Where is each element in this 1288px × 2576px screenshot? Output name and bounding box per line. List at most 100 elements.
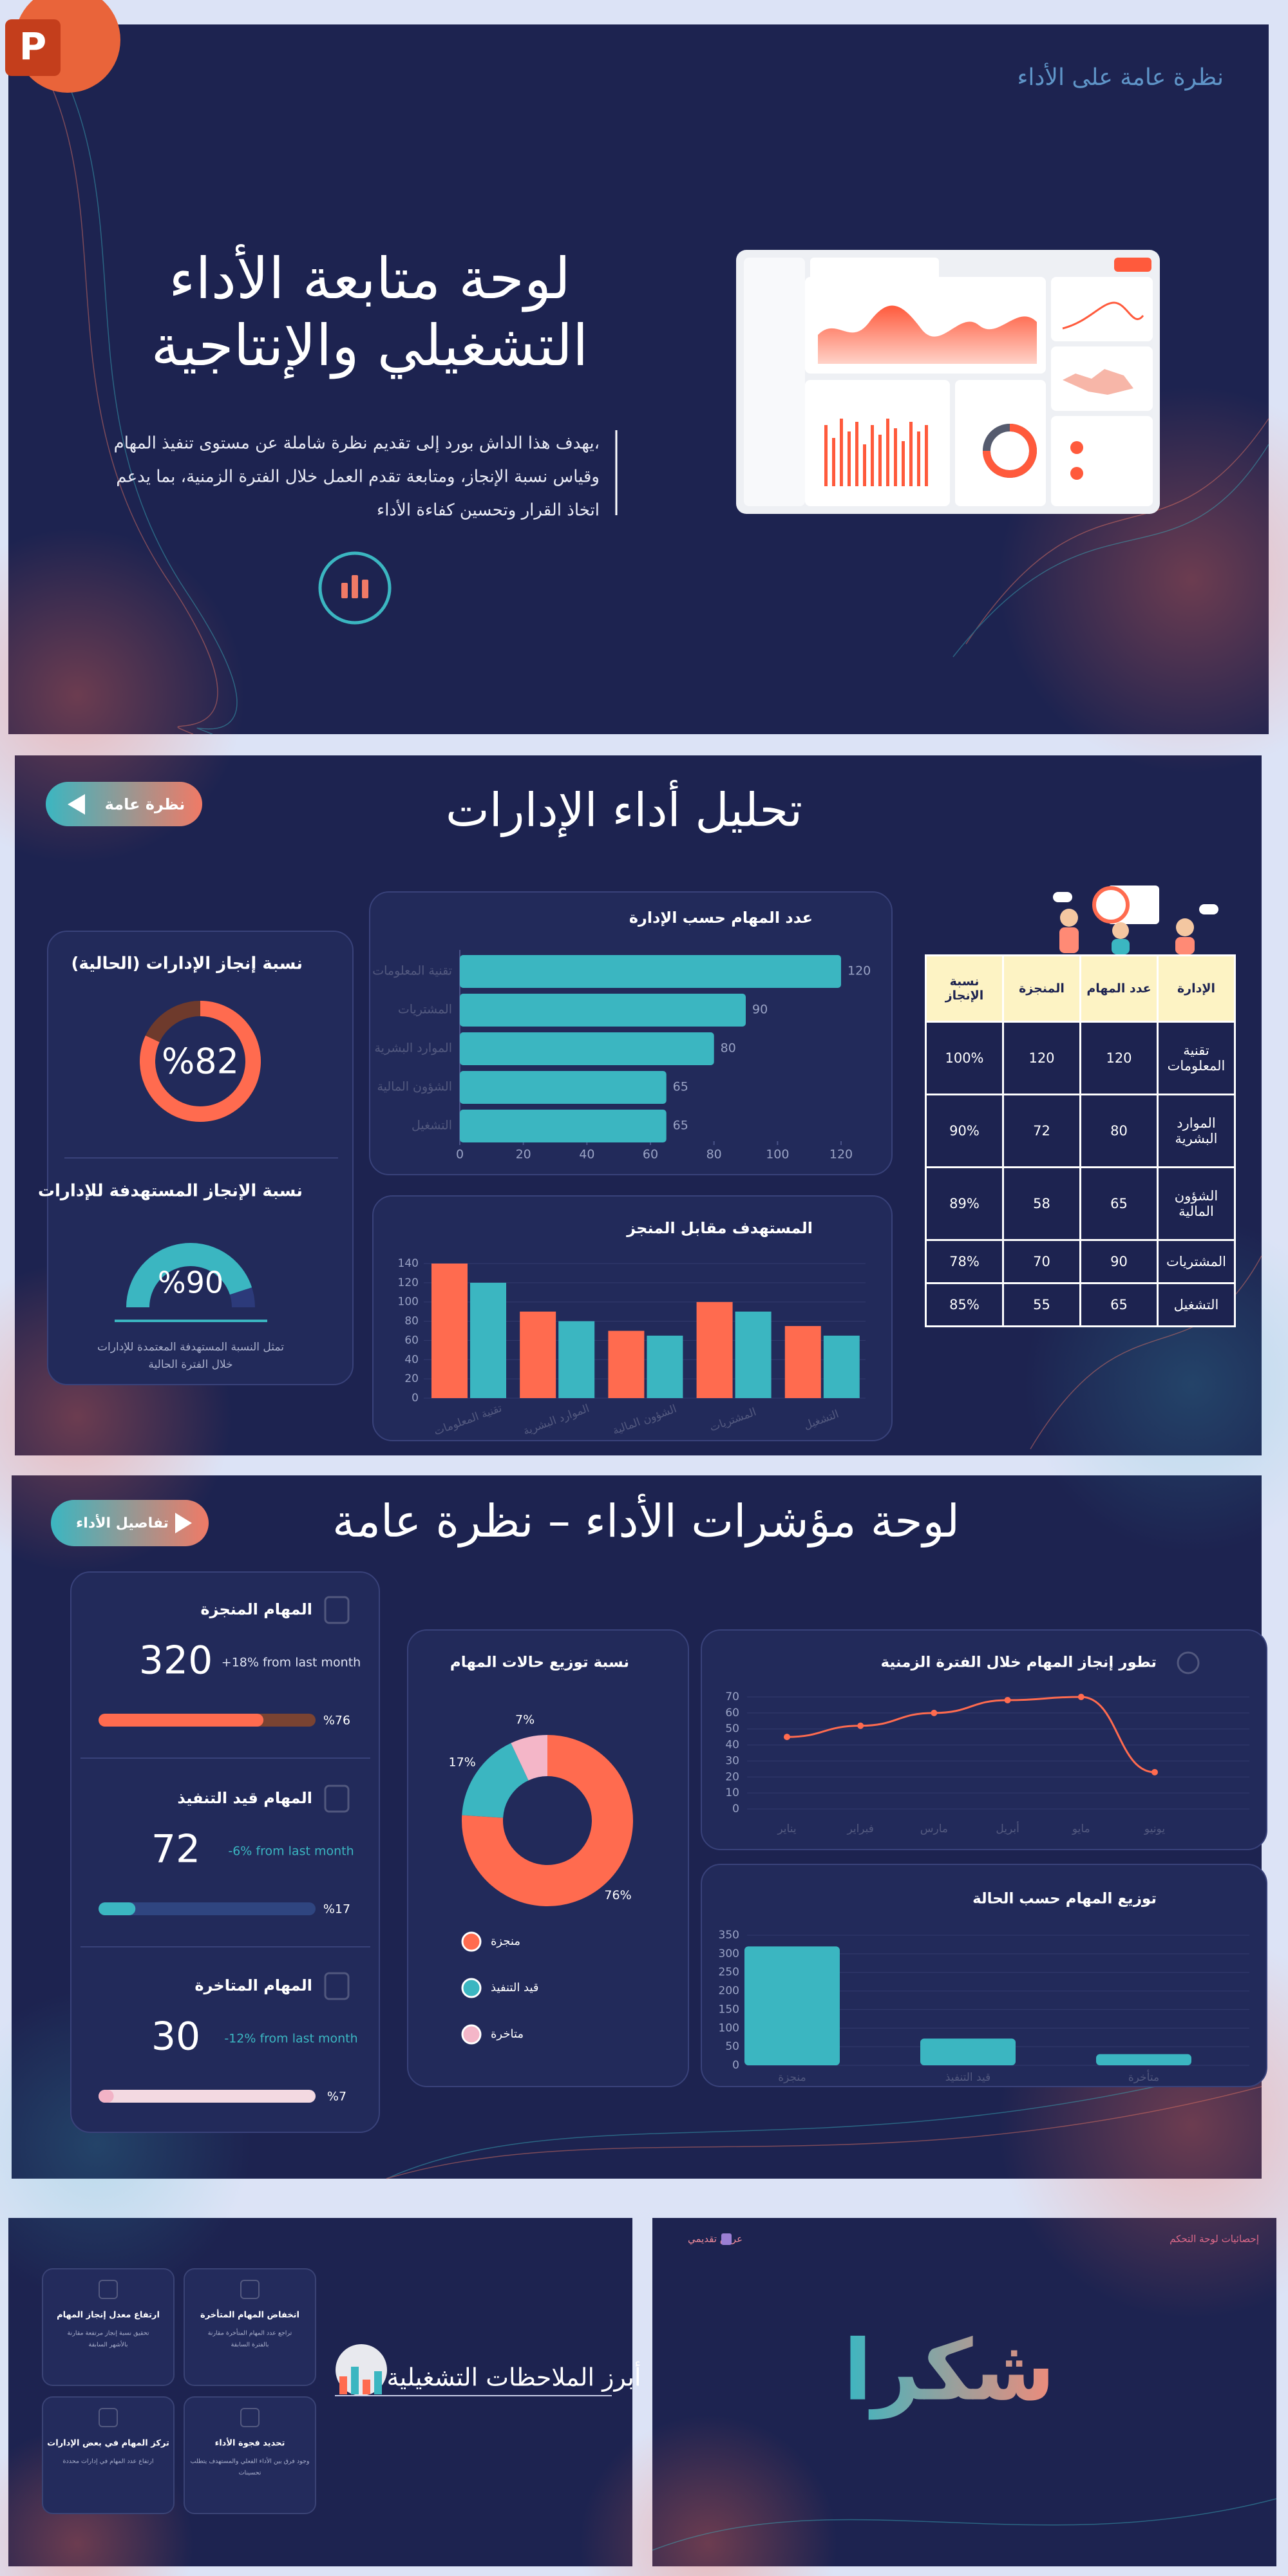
table-row: الشؤون المالية 65 58 89% [925,1166,1236,1241]
y-tick-label: 20 [725,1770,739,1783]
category-label: يونيو [1144,1823,1165,1835]
slice-label: 7% [515,1712,535,1727]
kpi-title: المهام المنجزة [200,1600,312,1618]
gauge-value [126,1243,252,1308]
table-row: المشتريات 90 70 78% [925,1238,1236,1284]
category-label: التشغيل [412,1119,452,1133]
button-arrow [68,794,85,815]
table-cell: 55 [1002,1282,1081,1328]
kpi-value: 30 [151,2014,200,2060]
note-line: خلال الفترة الحالية [148,1358,232,1371]
card [701,1864,1267,2087]
y-tick-label: 50 [725,2040,739,2053]
y-tick-label: 0 [732,1803,739,1815]
bar [608,1331,645,1398]
kpi-title: المهام المتاخرة [194,1976,312,1994]
app-icon-letter: P [19,24,47,68]
y-tick-label: 70 [725,1690,739,1703]
table-cell: 89% [925,1166,1004,1241]
category-label: الموارد البشرية [374,1041,452,1056]
mockup-map [1063,369,1133,395]
slice-label: 76% [604,1888,631,1902]
mockup-card [955,380,1046,506]
card [70,1571,380,2133]
progress-label: %17 [323,1902,350,1917]
department-table: الإدارة عدد المهام المنجزة نسبة الإنجاز تقني… [925,954,1236,1328]
donut-center-label: %82 [162,1041,239,1082]
table-cell: 80 [1079,1093,1159,1168]
mockup-area [818,305,1037,364]
mockup-card [1051,416,1153,506]
y-tick-label: 350 [719,1929,739,1942]
corner-label: إحصائيات لوحة التحكم [1170,2233,1259,2245]
note-line: تمثل النسبة المستهدفة المعتمدة للإدارات [97,1341,284,1354]
value-label: 65 [673,1119,688,1133]
y-tick-label: 100 [398,1296,419,1309]
table-cell: 120 [1079,1021,1159,1095]
table-cell: المشتريات [1157,1238,1236,1284]
progress-fill [99,1714,264,1727]
legend-label: منجزة [491,1935,520,1948]
kpi-icon [324,1972,350,2000]
button-label: تفاصيل الأداء [76,1513,169,1531]
bar [696,1302,733,1398]
table-cell: التشغيل [1157,1282,1236,1328]
x-tick-label: 60 [643,1148,658,1162]
card-title: نسبة الإنجاز المستهدفة للإدارات [38,1182,303,1201]
mockup-button [1114,258,1151,272]
dashboard-mockup [736,250,1160,514]
slide-title: لوحة مؤشرات الأداء – نظرة عامة [332,1493,960,1548]
mockup-dot [1070,441,1083,454]
table-header-row: الإدارة عدد المهام المنجزة نسبة الإنجاز [925,954,1236,1023]
app-icon[interactable]: P [5,0,120,93]
note-icon [99,2280,118,2299]
note-text: ارتفاع عدد المهام في إدارات محددة [63,2458,154,2465]
header-cell: المنجزة [1002,954,1081,1023]
illustration-bar [363,2380,370,2394]
line-point [857,1722,864,1729]
category-label: قيد التنفيذ [945,2071,990,2084]
note-icon [99,2408,118,2427]
table-cell: الموارد البشرية [1157,1093,1236,1168]
x-tick-label: 120 [829,1148,853,1162]
category-label: متأخرة [1128,2069,1159,2084]
notes-illustration [335,2344,612,2396]
donut-slice [462,1735,633,1906]
note-text: تحسينات [239,2470,261,2477]
bar [1096,2054,1191,2065]
illustration-bar [374,2371,382,2394]
illustration-bar [339,2376,347,2394]
header-cell: نسبة الإنجاز [925,954,1004,1023]
y-tick-label: 0 [412,1392,419,1405]
kpi-value: 320 [139,1638,213,1683]
chart-title: المستهدف مقابل المنجز [626,1219,813,1237]
nav-button[interactable] [46,782,202,826]
bar [460,1110,667,1142]
progress-track [99,2090,316,2103]
table-cell: 90 [1079,1238,1159,1284]
table-cell: 78% [925,1238,1004,1284]
donut-value [140,1001,261,1122]
y-tick-label: 40 [404,1353,419,1366]
illustration-bubble [1199,904,1218,914]
table-cell: 85% [925,1282,1004,1328]
legend-marker [461,1931,482,1952]
note-text: تحقيق نسبة إنجاز مرتفعة مقارنة [68,2330,149,2337]
legend-label: متاخرة [491,2027,524,2041]
team-illustration [1053,886,1218,954]
bar [460,994,746,1027]
bar [735,1311,772,1398]
bar [647,1335,683,1398]
bar [823,1335,860,1398]
bar [460,955,841,988]
x-tick-label: 100 [766,1148,789,1162]
slide-title: أبرز الملاحظات التشغيلية [386,2362,641,2392]
nav-button[interactable] [51,1500,209,1546]
kpi-title: المهام قيد التنفيذ [177,1789,312,1807]
y-tick-label: 40 [725,1739,739,1752]
bar [744,1946,840,2065]
app-icon-badge [5,19,61,76]
legend-marker [461,1978,482,1998]
legend-marker [461,2024,482,2045]
